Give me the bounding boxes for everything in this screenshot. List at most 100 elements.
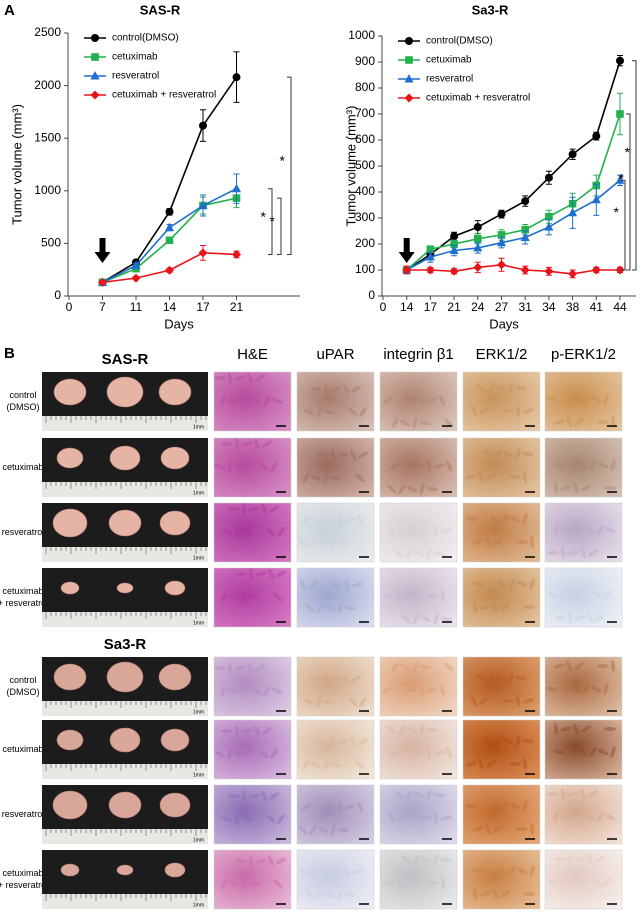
micrograph [462,371,541,432]
texture [433,792,445,798]
texture [522,758,528,770]
y-tick-label: 1000 [348,28,375,42]
marker [521,197,530,206]
row-label: (DMSO) [7,687,40,697]
texture [413,550,425,558]
texture [494,448,502,460]
texture [241,790,247,802]
y-tick-label: 0 [368,288,375,302]
texture [227,398,239,404]
texture [254,664,266,672]
texture [252,686,262,696]
texture [440,877,446,889]
texture [405,548,413,560]
marker [165,265,174,275]
texture [259,749,269,759]
texture [567,592,579,598]
row-label: (DMSO) [7,402,40,412]
texture [433,525,439,537]
texture [267,855,275,867]
texture [302,472,310,484]
texture [515,405,521,417]
micrograph [462,502,541,563]
marker [165,207,174,216]
texture [508,672,514,684]
texture [587,549,599,557]
y-tick-label: 0 [54,288,61,302]
column-header: integrin β1 [383,346,453,363]
micrograph [296,437,375,498]
texture [438,684,446,696]
texture [553,749,565,755]
legend-label: resveratrol [112,71,159,82]
texture [234,464,246,470]
marker [544,222,554,231]
marker [404,93,414,103]
texture [445,460,453,472]
tumor [108,509,142,537]
texture [351,582,363,588]
texture [241,529,253,535]
ruler [42,894,208,909]
series-line [406,113,621,271]
tumor [164,862,186,878]
texture [470,695,478,707]
texture [572,723,580,735]
texture [299,866,307,878]
texture [412,854,420,866]
chart-title: SAS-R [140,2,181,17]
texture [553,663,565,669]
significance-mark: * [280,153,286,169]
texture [348,697,358,707]
texture [508,578,516,590]
texture [323,673,329,685]
texture [426,486,438,492]
texture [391,417,399,429]
significance-bracket [621,179,626,271]
texture [426,727,438,733]
micrograph [544,849,623,910]
texture [275,570,287,578]
texture [316,889,324,901]
micrograph [213,719,292,780]
texture [316,406,322,418]
texture [263,685,271,697]
texture [509,762,521,766]
texture [221,442,233,446]
texture [420,816,432,820]
texture [522,408,534,414]
texture [387,725,397,735]
texture [597,461,609,469]
texture [426,747,432,759]
marker [198,200,208,210]
texture [547,551,559,555]
texture [241,728,253,734]
legend-label: control(DMSO) [426,36,493,47]
texture [317,740,329,744]
micrograph [544,784,623,845]
texture [529,823,535,835]
texture [515,695,521,707]
x-tick-label: 44 [613,300,627,314]
micrograph [296,371,375,432]
texture [403,879,415,887]
texture [382,686,394,694]
texture [491,888,499,900]
group-title: SAS-R [102,351,149,368]
texture [309,537,317,549]
x-tick-label: 0 [66,300,73,314]
marker [405,56,413,64]
marker [473,223,482,232]
tumor [159,510,191,536]
y-tick-label: 400 [355,184,375,198]
ruler [42,764,208,779]
texture [342,673,350,685]
micrograph [462,437,541,498]
marker [497,260,506,270]
marker [544,266,554,276]
texture [465,803,477,809]
marker [544,173,553,182]
texture [316,696,322,708]
texture [227,662,233,674]
significance-bracket [287,76,292,255]
